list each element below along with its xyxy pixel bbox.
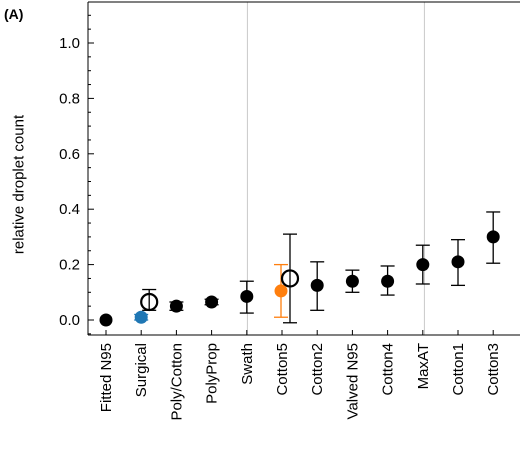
y-tick-label: 0.2 — [59, 257, 80, 274]
y-tick-label: 0.4 — [59, 201, 80, 218]
data-point — [99, 313, 113, 327]
x-tick-label: Surgical — [133, 343, 150, 397]
x-tick-label: Valved N95 — [344, 343, 361, 419]
x-tick-label: Cotton3 — [485, 343, 502, 396]
data-point — [345, 274, 359, 288]
data-point — [381, 274, 395, 288]
data-point — [274, 284, 288, 298]
data-point — [451, 255, 465, 269]
y-tick-label: 1.0 — [59, 35, 80, 52]
y-tick-label: 0.6 — [59, 146, 80, 163]
x-tick-label: Poly/Cotton — [168, 343, 185, 421]
x-tick-label: PolyProp — [204, 343, 221, 404]
x-tick-label: Cotton2 — [309, 343, 326, 396]
data-point — [169, 299, 183, 313]
data-point-open — [140, 292, 159, 312]
x-tick-label: MaxAT — [415, 343, 432, 389]
x-tick-label: Cotton4 — [380, 343, 397, 396]
x-tick-label: Fitted N95 — [98, 343, 115, 412]
data-point — [310, 278, 324, 292]
data-point — [416, 258, 430, 272]
x-tick-label: Cotton5 — [274, 343, 291, 396]
x-tick-label: Cotton1 — [450, 343, 467, 396]
data-point-open — [280, 269, 300, 288]
data-point — [486, 230, 500, 244]
y-tick-label: 0.8 — [59, 90, 80, 107]
y-axis-label: relative droplet count — [10, 114, 28, 255]
x-tick-label: Swath — [239, 343, 256, 385]
data-point — [134, 310, 148, 324]
data-point — [205, 295, 219, 309]
y-tick-label: 0.0 — [59, 312, 80, 329]
data-point — [240, 289, 254, 303]
panel-label: (A) — [4, 6, 24, 22]
